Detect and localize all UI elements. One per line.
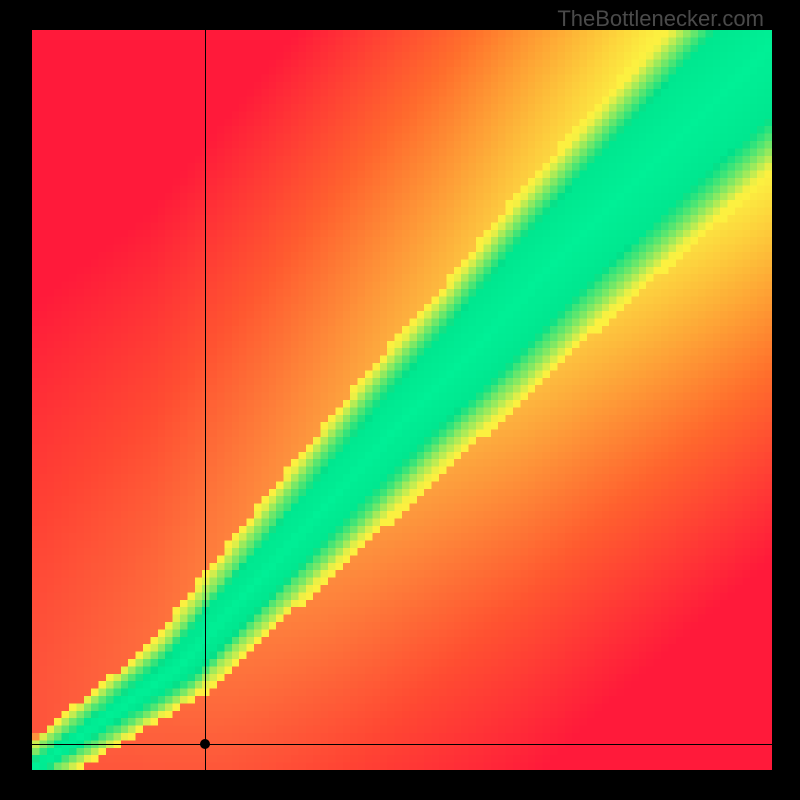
crosshair-horizontal — [32, 744, 772, 745]
crosshair-vertical — [205, 30, 206, 770]
heatmap-canvas — [32, 30, 772, 770]
heatmap-plot — [32, 30, 772, 770]
watermark-text: TheBottlenecker.com — [557, 6, 764, 32]
